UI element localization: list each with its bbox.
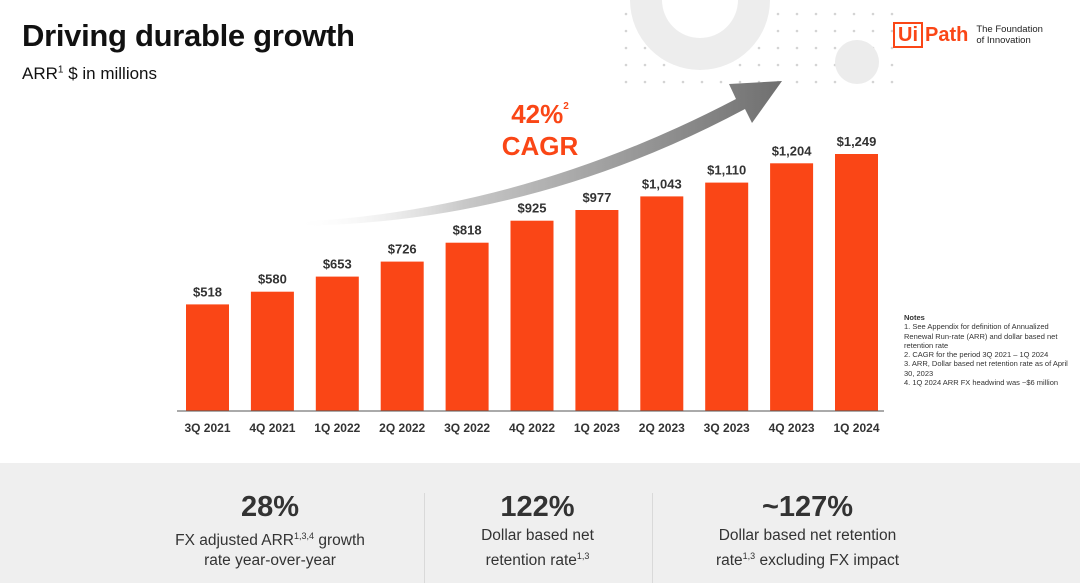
stat-divider: [424, 493, 425, 583]
note-2: 2. CAGR for the period 3Q 2021 – 1Q 2024: [904, 350, 1049, 360]
note-3: 3. ARR, Dollar based net retention rate …: [904, 359, 1068, 378]
stat-description: Dollar based net retention rate1,3: [481, 527, 594, 570]
note-4: 4. 1Q 2024 ARR FX headwind was ~$6 milli…: [904, 378, 1059, 388]
bar-value-label: $1,110: [707, 163, 746, 178]
footnotes: Notes 1. See Appendix for definition of …: [904, 313, 1072, 387]
page-title: Driving durable growth: [22, 18, 355, 53]
x-tick-label: 1Q 2024: [833, 421, 879, 435]
notes-title: Notes: [904, 313, 925, 322]
bar-value-label: $977: [582, 190, 611, 205]
bar-value-label: $925: [518, 201, 547, 216]
x-tick-label: 1Q 2023: [574, 421, 620, 435]
bar-value-label: $1,043: [642, 176, 682, 191]
x-tick-label: 2Q 2023: [639, 421, 685, 435]
bar-4q-2023: [770, 163, 814, 411]
note-1: 1. See Appendix for definition of Annual…: [904, 322, 1058, 350]
bar-2q-2023: [640, 196, 684, 411]
x-tick-label: 4Q 2021: [249, 421, 295, 435]
bar-value-label: $818: [453, 223, 482, 238]
bar-value-label: $1,204: [772, 143, 813, 158]
stat-net-retention-ex-fx: ~127% Dollar based net retention rate1,3 …: [665, 488, 950, 571]
cagr-label: CAGR: [501, 131, 579, 161]
bar-value-label: $580: [258, 272, 287, 287]
stat-value: 28%: [240, 491, 300, 523]
bar-value-label: $653: [323, 257, 352, 272]
bar-1q-2022: [315, 276, 359, 411]
stats-panel: 28% FX adjusted ARR1,3,4 growth rate year…: [0, 463, 1080, 583]
x-tick-label: 4Q 2023: [769, 421, 815, 435]
cagr-annotation: 42%2 CAGR: [470, 91, 610, 162]
bar-2q-2022: [380, 261, 424, 411]
bar-3q-2021: [186, 304, 229, 411]
bar-1q-2024: [835, 154, 878, 411]
x-tick-label: 3Q 2023: [704, 421, 750, 435]
stat-description: Dollar based net retention rate1,3 exclud…: [715, 527, 900, 570]
stat-net-retention: 122% Dollar based net retention rate1,3: [430, 488, 645, 571]
bar-1q-2023: [575, 210, 619, 411]
bar-value-label: $518: [193, 284, 222, 299]
stat-fx-adjusted-arr: 28% FX adjusted ARR1,3,4 growth rate year…: [120, 488, 420, 571]
x-tick-label: 1Q 2022: [314, 421, 360, 435]
bar-4q-2022: [510, 220, 554, 411]
stat-description: FX adjusted ARR1,3,4 growth rate year-ove…: [175, 531, 365, 570]
stat-divider: [652, 493, 653, 583]
cagr-value: 42%: [511, 99, 564, 129]
page-subtitle: ARR1 $ in millions: [22, 64, 158, 83]
x-tick-label: 4Q 2022: [509, 421, 555, 435]
bar-value-label: $1,249: [837, 134, 877, 149]
uipath-logo: Ui Path The Foundation of Innovation: [893, 22, 1043, 48]
x-tick-label: 2Q 2022: [379, 421, 425, 435]
x-tick-label: 3Q 2022: [444, 421, 490, 435]
bar-3q-2022: [445, 242, 489, 411]
bar-3q-2023: [705, 182, 749, 411]
logo-tagline: The Foundation of Innovation: [976, 24, 1043, 46]
stat-value: ~127%: [761, 491, 854, 523]
x-tick-label: 3Q 2021: [184, 421, 230, 435]
stat-value: 122%: [500, 491, 575, 523]
bar-value-label: $726: [388, 242, 417, 257]
bar-4q-2021: [250, 291, 294, 411]
